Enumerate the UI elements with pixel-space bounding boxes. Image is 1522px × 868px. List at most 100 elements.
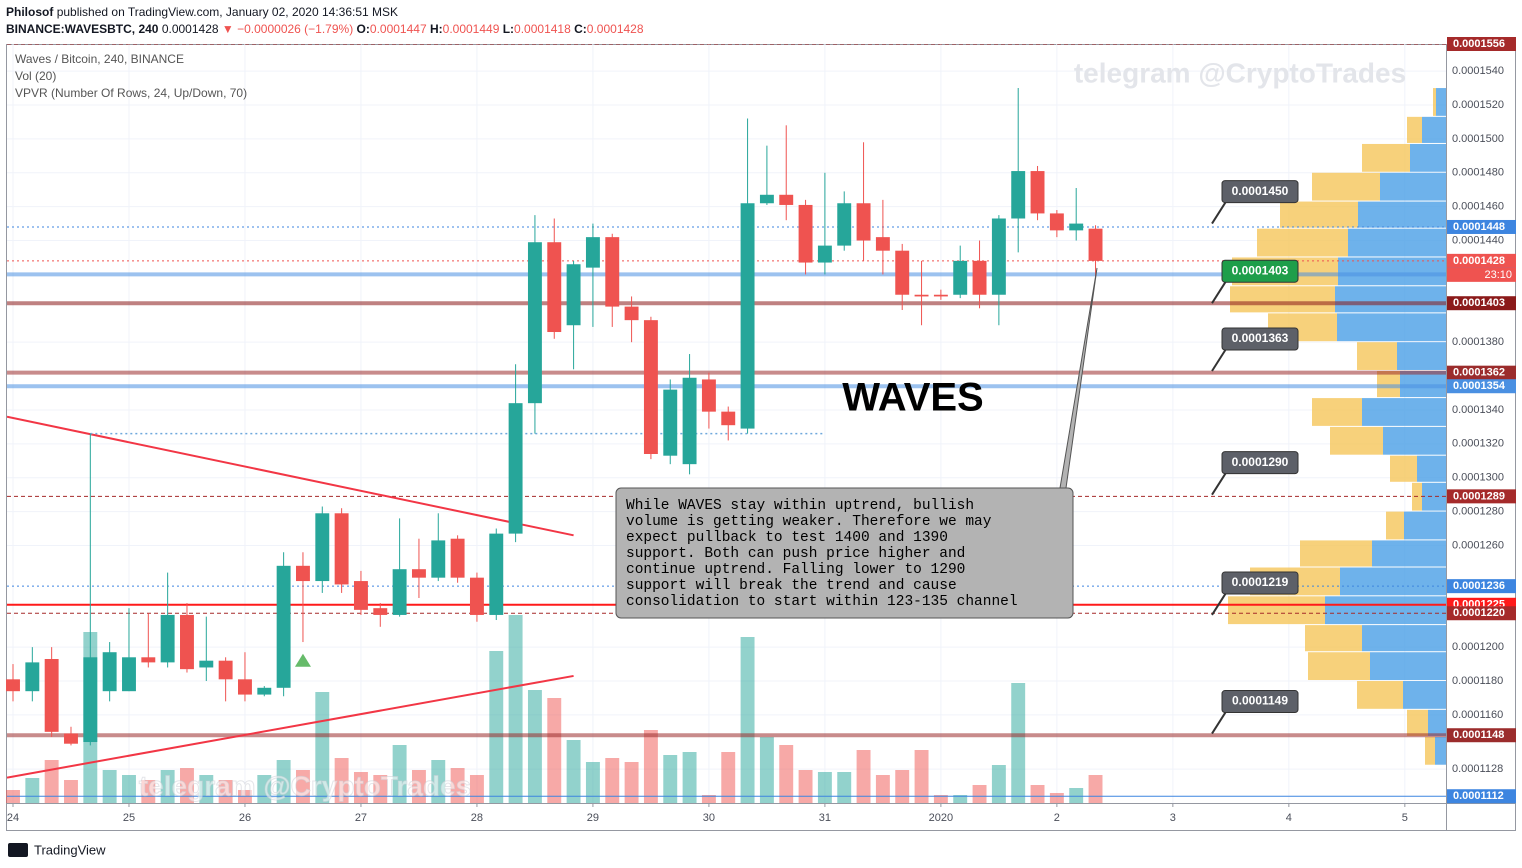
candle-body (798, 204, 813, 263)
candle-body (257, 687, 272, 695)
callout-line: support will break the trend and cause (626, 578, 957, 594)
vpvr-up (1358, 201, 1446, 228)
volume-bar (411, 770, 426, 803)
candle-body (431, 540, 446, 578)
candle-body (102, 652, 117, 692)
volume-bar (663, 755, 678, 803)
legend-vpvr: VPVR (Number Of Rows, 24, Up/Down, 70) (15, 86, 247, 100)
candle-body (353, 581, 368, 610)
candle-body (991, 218, 1006, 295)
level-label-box (1447, 789, 1516, 804)
candles (6, 88, 1103, 746)
candle-body (817, 245, 832, 263)
candle-body (44, 658, 59, 732)
volume-bar (141, 780, 156, 803)
last-price: 0.0001428 (161, 22, 219, 36)
vpvr-up (1340, 567, 1446, 596)
candle-body (527, 242, 542, 404)
change: ▼ −0.0000026 (−1.79%) (221, 22, 354, 36)
o-label: O: (356, 22, 370, 36)
watermark: telegram @CryptoTrades (1074, 57, 1406, 88)
candle-body (1069, 223, 1084, 231)
candle-body (64, 733, 78, 744)
level-label: 0.0001354 (1453, 380, 1506, 392)
price-tag-box (1221, 327, 1299, 351)
price-tag-label: 0.0001363 (1232, 331, 1289, 345)
volume-bar (122, 775, 136, 803)
candle-body (1011, 171, 1026, 219)
signal-marker (294, 653, 311, 667)
vpvr-up (1380, 172, 1446, 201)
candle-body (334, 513, 349, 585)
candle-body (953, 260, 968, 295)
candle-body (315, 513, 330, 582)
volume-bar (353, 772, 368, 803)
candle-body (25, 662, 40, 692)
l-value: 0.0001418 (514, 22, 571, 36)
volume-bar (972, 785, 987, 803)
candle-body (933, 294, 948, 297)
candle-body (180, 614, 194, 670)
volume-bar (295, 770, 310, 803)
y-tick-label: 0.0001480 (1452, 167, 1504, 179)
footer: TradingView (34, 842, 106, 857)
level-label: 0.0001148 (1453, 729, 1504, 741)
price-tag-pointer (1211, 472, 1227, 496)
candle-body (218, 660, 233, 680)
vpvr-up (1422, 116, 1446, 143)
volume-bar (160, 770, 175, 803)
level-label: 0.0001403 (1453, 297, 1505, 309)
x-tick-label: 4 (1286, 812, 1292, 824)
candle-body (663, 389, 678, 456)
vpvr-up (1410, 143, 1446, 172)
price-tags: 0.0001450 0.0001403 0.0001363 0.0001290 0.00… (1211, 180, 1299, 735)
y-tick-label: 0.0001440 (1452, 234, 1504, 246)
vpvr-up (1397, 342, 1446, 370)
price-tag-box (1221, 451, 1299, 475)
vpvr-down (1230, 286, 1335, 313)
vpvr-down (1407, 116, 1422, 143)
y-tick-label: 0.0001340 (1452, 404, 1504, 416)
y-tick-label: 0.0001200 (1452, 641, 1504, 653)
x-tick-label: 29 (587, 812, 599, 824)
candle-body (392, 569, 407, 615)
vpvr-up (1362, 625, 1446, 652)
price-tag-pointer (1211, 711, 1227, 735)
volume-bar (527, 690, 542, 803)
y-tick-label: 0.0001460 (1452, 201, 1504, 213)
vpvr-down (1330, 426, 1383, 455)
candle-body (759, 194, 774, 204)
level-label-box (1447, 219, 1516, 234)
vpvr-up (1403, 681, 1446, 709)
y-tick-label: 0.0001260 (1452, 539, 1504, 551)
candle-body (1049, 213, 1064, 231)
vpvr-down (1433, 88, 1436, 116)
x-tick-label: 31 (819, 812, 831, 824)
x-tick-label: 2 (1054, 812, 1060, 824)
legend-main: Waves / Bitcoin, 240, BINANCE (15, 52, 184, 66)
o-value: 0.0001447 (369, 22, 427, 36)
vpvr-up (1436, 88, 1446, 116)
vpvr-down (1312, 172, 1380, 201)
symbol-line: BINANCE:WAVESBTC, 240 0.0001428 ▼ −0.000… (6, 21, 644, 38)
level-label: 0.0001289 (1453, 490, 1505, 502)
legend-volume: Vol (20) (15, 69, 56, 83)
volume-bar (895, 770, 910, 803)
y-tick-label: 0.0001320 (1452, 438, 1504, 450)
x-tick-label: 28 (471, 812, 483, 824)
axes: 0.0001540 0.0001520 0.0001500 0.0001480 0.00… (7, 37, 1516, 824)
volume-bar (102, 770, 117, 803)
price-tag-label: 0.0001219 (1232, 575, 1289, 589)
y-tick-label: 0.0001520 (1452, 99, 1504, 111)
volume-bar (991, 765, 1006, 803)
candle-body (450, 538, 465, 578)
level-label: 0.0001236 (1453, 580, 1505, 592)
countdown: 23:10 (1484, 269, 1512, 281)
vpvr-up (1370, 652, 1446, 681)
candle-body (1088, 228, 1103, 261)
y-tick-label: 0.0001160 (1452, 709, 1503, 721)
level-label-box (1447, 365, 1516, 380)
volume-bar (798, 770, 813, 803)
vpvr-down (1257, 228, 1348, 257)
callout-line: volume is getting weaker. Therefore we m… (626, 514, 992, 530)
